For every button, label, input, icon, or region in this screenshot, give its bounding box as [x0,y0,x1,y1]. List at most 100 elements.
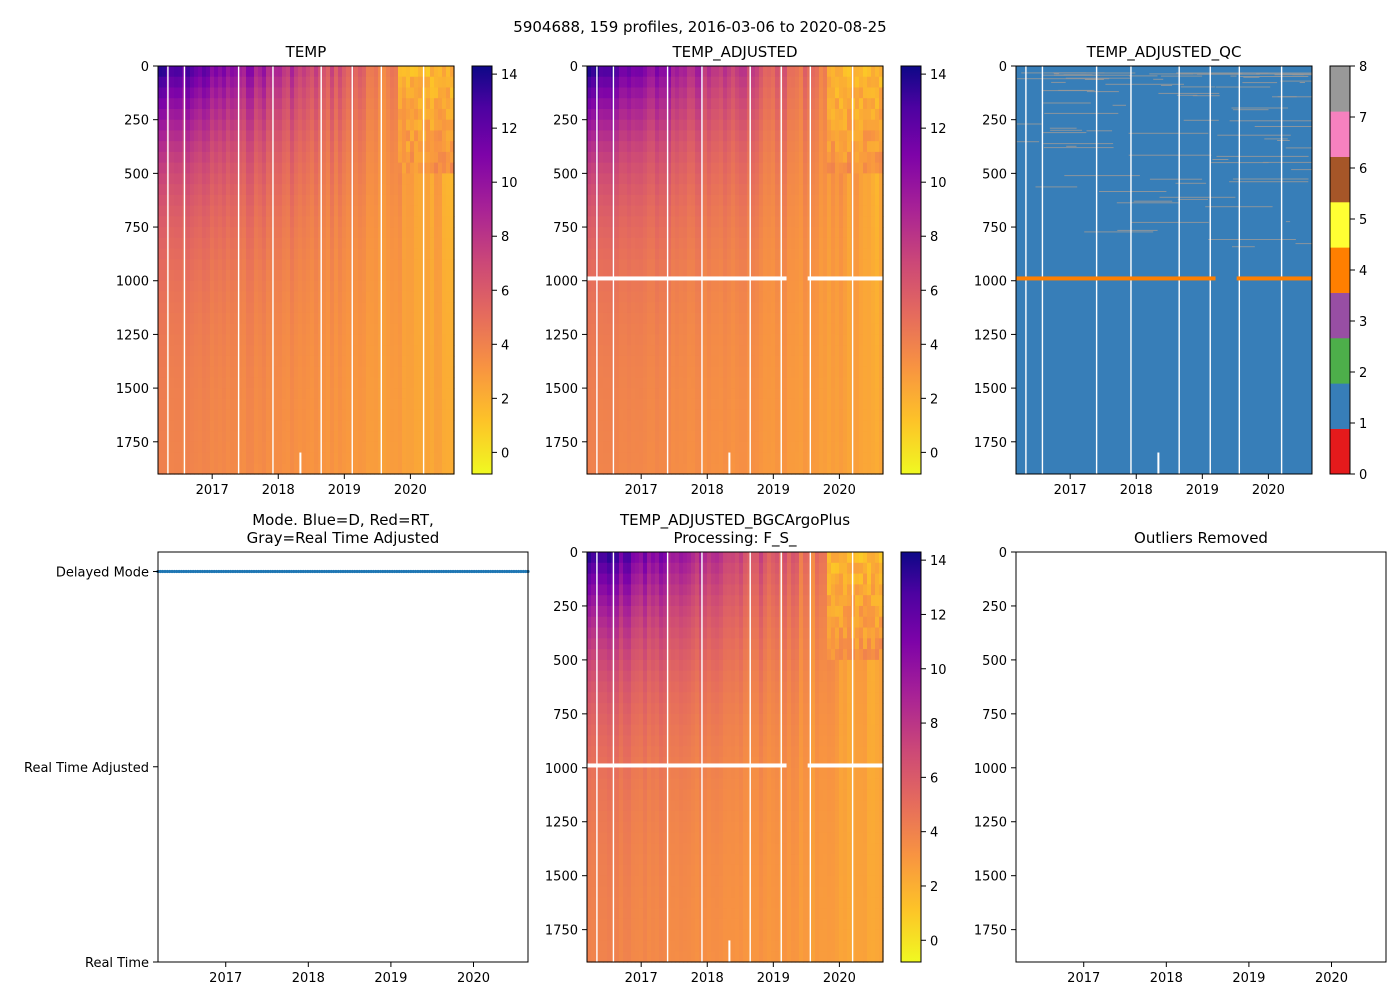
heatmap-cell [703,409,708,421]
heatmap-cell [190,216,195,228]
heatmap-cell [214,291,219,303]
heatmap-cell [338,312,343,325]
heatmap-cell [194,108,199,121]
heatmap-cell [174,302,179,314]
heatmap-cell [242,76,247,89]
heatmap-cell [286,377,291,389]
heatmap-cell [775,431,780,443]
heatmap-cell [258,119,263,132]
heatmap-cell [803,452,808,464]
heatmap-cell [382,270,387,282]
heatmap-cell [306,130,311,142]
heatmap-cell [382,420,387,432]
heatmap-cell [434,76,439,89]
heatmap-cell [735,87,740,99]
heatmap-cell [671,323,676,336]
heatmap-cell [799,194,804,207]
heatmap-cell [671,377,676,389]
heatmap-cell [338,270,343,282]
heatmap-cell [446,323,451,336]
heatmap-cell [707,302,712,314]
heatmap-cell [430,205,435,217]
heatmap-cell [623,173,628,185]
heatmap-cell [663,216,668,228]
heatmap-cell [775,366,780,378]
heatmap-cell [442,377,447,389]
heatmap-cell [703,162,708,174]
heatmap-cell [278,270,283,282]
heatmap-cell [186,173,191,185]
heatmap-cell [190,108,195,121]
heatmap-cell [603,216,608,228]
heatmap-cell [647,216,652,228]
heatmap-cell [683,302,688,314]
heatmap-cell [703,302,708,314]
heatmap-cell [258,227,263,239]
heatmap-cell [751,205,756,217]
heatmap-cell [246,302,251,314]
heatmap-cell [406,270,411,282]
heatmap-cell [358,270,363,282]
heatmap-cell [711,355,716,368]
heatmap-cell [214,398,219,411]
heatmap-cell [374,173,379,185]
heatmap-cell [735,66,740,78]
heatmap-cell [218,302,223,314]
heatmap-cell [619,463,624,475]
heatmap-cell [390,130,395,142]
heatmap-cell [266,119,271,132]
heatmap-cell [751,194,756,207]
heatmap-cell [795,377,800,389]
heatmap-cell [659,194,664,207]
heatmap-cell [434,119,439,132]
heatmap-cell [623,377,628,389]
heatmap-cell [623,216,628,228]
heatmap-cell [759,431,764,443]
heatmap-cell [418,205,423,217]
heatmap-cell [158,377,163,389]
heatmap-cell [230,194,235,207]
heatmap-cell [194,173,199,185]
heatmap-cell [282,270,287,282]
heatmap-cell [438,259,443,271]
heatmap-cell [743,173,748,185]
heatmap-cell [342,162,347,174]
heatmap-cell [803,66,808,78]
heatmap-cell [663,302,668,314]
heatmap-cell [286,173,291,185]
heatmap-cell [390,119,395,132]
heatmap-cell [450,302,455,314]
heatmap-cell [803,216,808,228]
heatmap-cell [354,420,359,432]
heatmap-cell [671,366,676,378]
heatmap-cell [623,194,628,207]
heatmap-cell [346,216,351,228]
heatmap-cell [771,312,776,325]
heatmap-cell [310,108,315,121]
heatmap-cell [262,302,267,314]
heatmap-cell [358,227,363,239]
heatmap-cell [771,248,776,260]
heatmap-cell [266,345,271,357]
heatmap-cell [342,270,347,282]
heatmap-cell [663,366,668,378]
heatmap-cell [759,162,764,174]
heatmap-cell [242,119,247,132]
heatmap-cell [210,66,215,78]
heatmap-cell [354,151,359,164]
heatmap-cell [647,130,652,142]
heatmap-cell [198,259,203,271]
heatmap-cell [607,355,612,368]
heatmap-cell [703,205,708,217]
heatmap-cell [242,259,247,271]
heatmap-cell [711,162,716,174]
heatmap-cell [202,66,207,78]
heatmap-cell [334,345,339,357]
heatmap-cell [294,87,299,99]
heatmap-cell [246,66,251,78]
heatmap-cell [306,280,311,293]
heatmap-cell [246,388,251,400]
heatmap-cell [286,237,291,250]
heatmap-cell [783,227,788,239]
heatmap-cell [362,248,367,260]
